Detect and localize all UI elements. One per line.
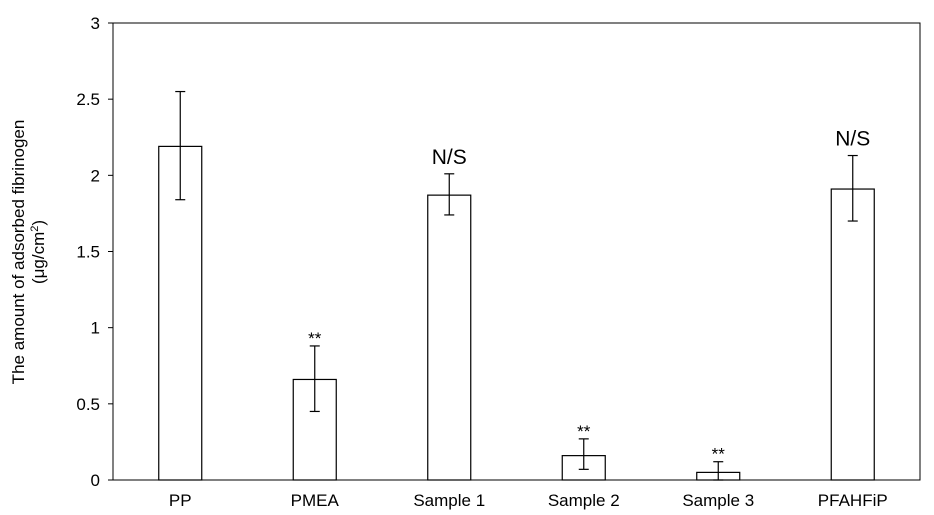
y-axis-unit-pre: (μg/cm	[29, 232, 48, 284]
significance-label: N/S	[432, 146, 467, 169]
y-axis-title: The amount of adsorbed fibrinogen (μg/cm…	[9, 120, 48, 385]
y-tick-label: 3	[91, 14, 100, 33]
y-tick-label: 1	[91, 319, 100, 338]
y-tick-label: 2.5	[76, 90, 100, 109]
bar	[830, 188, 875, 481]
y-axis-title-line2: (μg/cm2)	[29, 220, 48, 284]
significance-label: **	[712, 445, 726, 464]
plot-area: 0 0.5 1 1.5 2 2.5 3 PP PMEA ** Sample 1 N/S Sample 2…	[76, 14, 921, 510]
x-tick-label: Sample 1	[413, 491, 485, 510]
y-tick-label: 2	[91, 166, 100, 185]
y-axis-unit-sup: 2	[29, 226, 41, 232]
x-tick-label: PMEA	[291, 491, 340, 510]
y-axis-unit-post: )	[29, 220, 48, 226]
x-tick-label: PFAHFiP	[818, 491, 888, 510]
significance-label: **	[577, 422, 591, 441]
y-axis-title-line1: The amount of adsorbed fibrinogen	[9, 120, 28, 385]
significance-label: **	[308, 329, 322, 348]
plot-frame	[112, 22, 921, 481]
x-tick-label: Sample 2	[548, 491, 620, 510]
x-tick-label: Sample 3	[682, 491, 754, 510]
y-tick-label: 0	[91, 471, 100, 490]
y-tick-label: 0.5	[76, 395, 100, 414]
significance-label: N/S	[835, 128, 870, 151]
bar	[427, 194, 472, 481]
y-tick-label: 1.5	[76, 243, 100, 262]
x-tick-label: PP	[169, 491, 192, 510]
